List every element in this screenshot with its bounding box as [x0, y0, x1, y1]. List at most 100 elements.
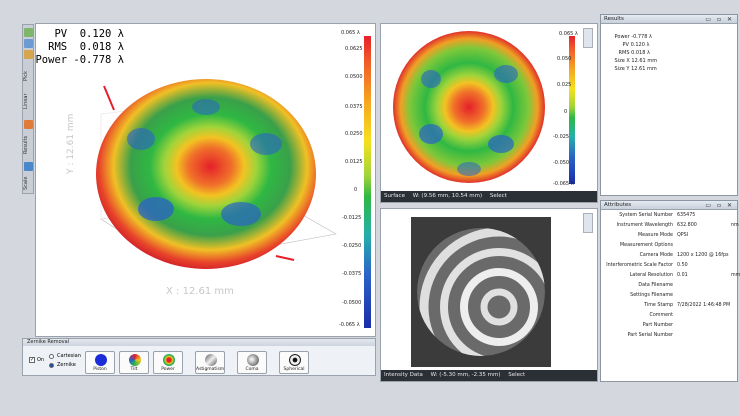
- attribute-row: Measure Mode QPSI: [638, 233, 689, 238]
- tool-pick[interactable]: Pick: [23, 71, 29, 81]
- attribute-row: Settings Filename: [630, 293, 673, 298]
- colorbar-tick: 0: [564, 109, 568, 115]
- blue-region: [192, 99, 220, 115]
- radio-cartesian-label: Cartesian: [57, 353, 81, 359]
- intensity-panel[interactable]: Intensity Data W: (-5.30 mm, -2.35 mm) S…: [380, 208, 598, 382]
- spherical-button[interactable]: Spherical: [279, 351, 309, 374]
- colorbar-tick: -0.0500: [342, 300, 362, 306]
- colorbar-tick: 0.0375: [345, 104, 363, 110]
- blue-region: [221, 202, 261, 226]
- colorbar-tick: -0.065 λ: [553, 181, 574, 187]
- colorbar-tick: 0.0500: [345, 74, 363, 80]
- zernike-title: Zernike Removal: [23, 339, 375, 346]
- axis-arrow: [275, 255, 295, 261]
- blue-region: [138, 197, 174, 221]
- results-icon[interactable]: [24, 120, 33, 129]
- tilt-icon: [129, 354, 141, 366]
- colorbar-3d: [364, 36, 371, 328]
- surface-disc: [96, 79, 316, 269]
- pan-icon[interactable]: [24, 28, 33, 37]
- coma-button[interactable]: Coma: [237, 351, 267, 374]
- results-row: Power -0.778 λ: [614, 34, 652, 40]
- results-row: RMS 0.018 λ: [618, 50, 650, 56]
- bottom-area: [0, 383, 740, 416]
- colorbar-tick: -0.065 λ: [339, 322, 360, 328]
- zernike-on-label: On: [37, 357, 45, 363]
- power-button[interactable]: Power: [153, 351, 183, 374]
- astigmatism-icon: [205, 354, 217, 366]
- results-row: Size Y 12.61 mm: [614, 66, 657, 72]
- attribute-row: Measurement Options: [620, 243, 673, 248]
- pv-readout: PV 0.120 λ: [54, 28, 124, 40]
- zernike-on-checkbox[interactable]: ✓: [29, 357, 35, 363]
- power-readout: Power -0.778 λ: [35, 54, 124, 66]
- colorbar-2d: [569, 36, 575, 184]
- colorbar-tick: 0.065 λ: [559, 31, 578, 37]
- results-panel: Results ▭ ▫ ✕ Power -0.778 λ PV 0.120 λ …: [600, 14, 738, 196]
- tilt-button[interactable]: Tilt: [119, 351, 149, 374]
- x-axis-label: X : 12.61 mm: [166, 286, 234, 297]
- status-mode: Select: [489, 193, 507, 199]
- status-view-name: Intensity Data: [384, 372, 423, 378]
- attribute-row: Lateral Resolution 0.01 mm: [629, 273, 740, 278]
- status-mode: Select: [508, 372, 526, 378]
- blue-region: [127, 128, 155, 150]
- attribute-row: System Serial Number 635475: [619, 213, 696, 218]
- attribute-row: Part Number: [642, 323, 673, 328]
- blue-region: [457, 162, 481, 176]
- attribute-row: Interferometric Scale Factor 0.50: [606, 263, 688, 268]
- blue-region: [419, 124, 443, 144]
- colorbar-tick: -0.025: [553, 134, 570, 140]
- colorbar-tick: 0.0250: [345, 131, 363, 137]
- zernike-removal-panel: Zernike Removal ✓ On Cartesian Zernike P…: [22, 338, 376, 376]
- results-window-controls[interactable]: ▭ ▫ ✕: [705, 16, 734, 23]
- spherical-icon: [289, 354, 301, 366]
- colorbar-tick: 0.050: [557, 56, 572, 62]
- intensity-image[interactable]: [411, 217, 551, 367]
- radio-zernike-label: Zernike: [57, 362, 76, 368]
- colorbar-tick: -0.050: [553, 160, 570, 166]
- surface-2d-map[interactable]: [381, 24, 598, 193]
- colorbar-tick: 0: [354, 187, 358, 193]
- rotate-icon[interactable]: [24, 50, 33, 59]
- attributes-window-controls[interactable]: ▭ ▫ ✕: [705, 202, 734, 209]
- attribute-row: Time Stamp 7/28/2022 1:46:48 PM: [644, 303, 731, 308]
- results-row: Size X 12.61 mm: [614, 58, 658, 64]
- status-coords: W: (-5.30 mm, -2.35 mm): [430, 372, 501, 378]
- plot-3d-panel[interactable]: PV 0.120 λ RMS 0.018 λ Power -0.778 λ: [35, 23, 376, 337]
- scale-icon[interactable]: [24, 162, 33, 171]
- intensity-statusbar: Intensity Data W: (-5.30 mm, -2.35 mm) S…: [381, 370, 597, 381]
- tool-linear[interactable]: Linear: [23, 93, 29, 109]
- attribute-row: Instrument Wavelength 632.800 nm: [616, 223, 739, 228]
- intensity-tools[interactable]: [583, 213, 593, 233]
- tool-results[interactable]: Results: [23, 135, 29, 155]
- spherical-label: Spherical: [283, 367, 305, 372]
- piston-button[interactable]: Piston: [85, 351, 115, 374]
- tool-scale[interactable]: Scale: [23, 176, 29, 190]
- blue-region: [250, 133, 282, 155]
- attribute-row: Data Filename: [638, 283, 673, 288]
- radio-zernike[interactable]: [49, 363, 54, 368]
- status-coords: W: (9.56 mm, 10.54 mm): [412, 193, 483, 199]
- surface-2d-panel[interactable]: 0.065 λ 0.050 0.025 0 -0.025 -0.050 -0.0…: [380, 23, 598, 203]
- colorbar-tick: 0.0125: [345, 159, 363, 165]
- surface-3d-plot[interactable]: [36, 24, 376, 337]
- astigmatism-button[interactable]: Astigmatism: [195, 351, 225, 374]
- zoom-icon[interactable]: [24, 39, 33, 48]
- colorbar-tick: -0.0375: [342, 271, 362, 277]
- results-row: PV 0.120 λ: [622, 42, 650, 48]
- astigmatism-label: Astigmatism: [196, 367, 225, 372]
- radio-cartesian[interactable]: [49, 354, 54, 359]
- colorbar-tick: 0.025: [557, 82, 572, 88]
- surface-tools[interactable]: [583, 28, 593, 48]
- rms-readout: RMS 0.018 λ: [48, 41, 124, 53]
- colorbar-tick: 0.065 λ: [341, 30, 360, 36]
- y-axis-label: Y : 12.61 mm: [66, 113, 76, 174]
- left-toolstrip: Pick Linear Results Scale: [22, 24, 34, 194]
- colorbar-tick: -0.0250: [342, 243, 362, 249]
- power-label: Power: [161, 367, 175, 372]
- blue-region: [494, 65, 518, 83]
- blue-region: [421, 70, 441, 88]
- attributes-title: Attributes: [601, 201, 737, 210]
- coma-label: Coma: [245, 367, 259, 372]
